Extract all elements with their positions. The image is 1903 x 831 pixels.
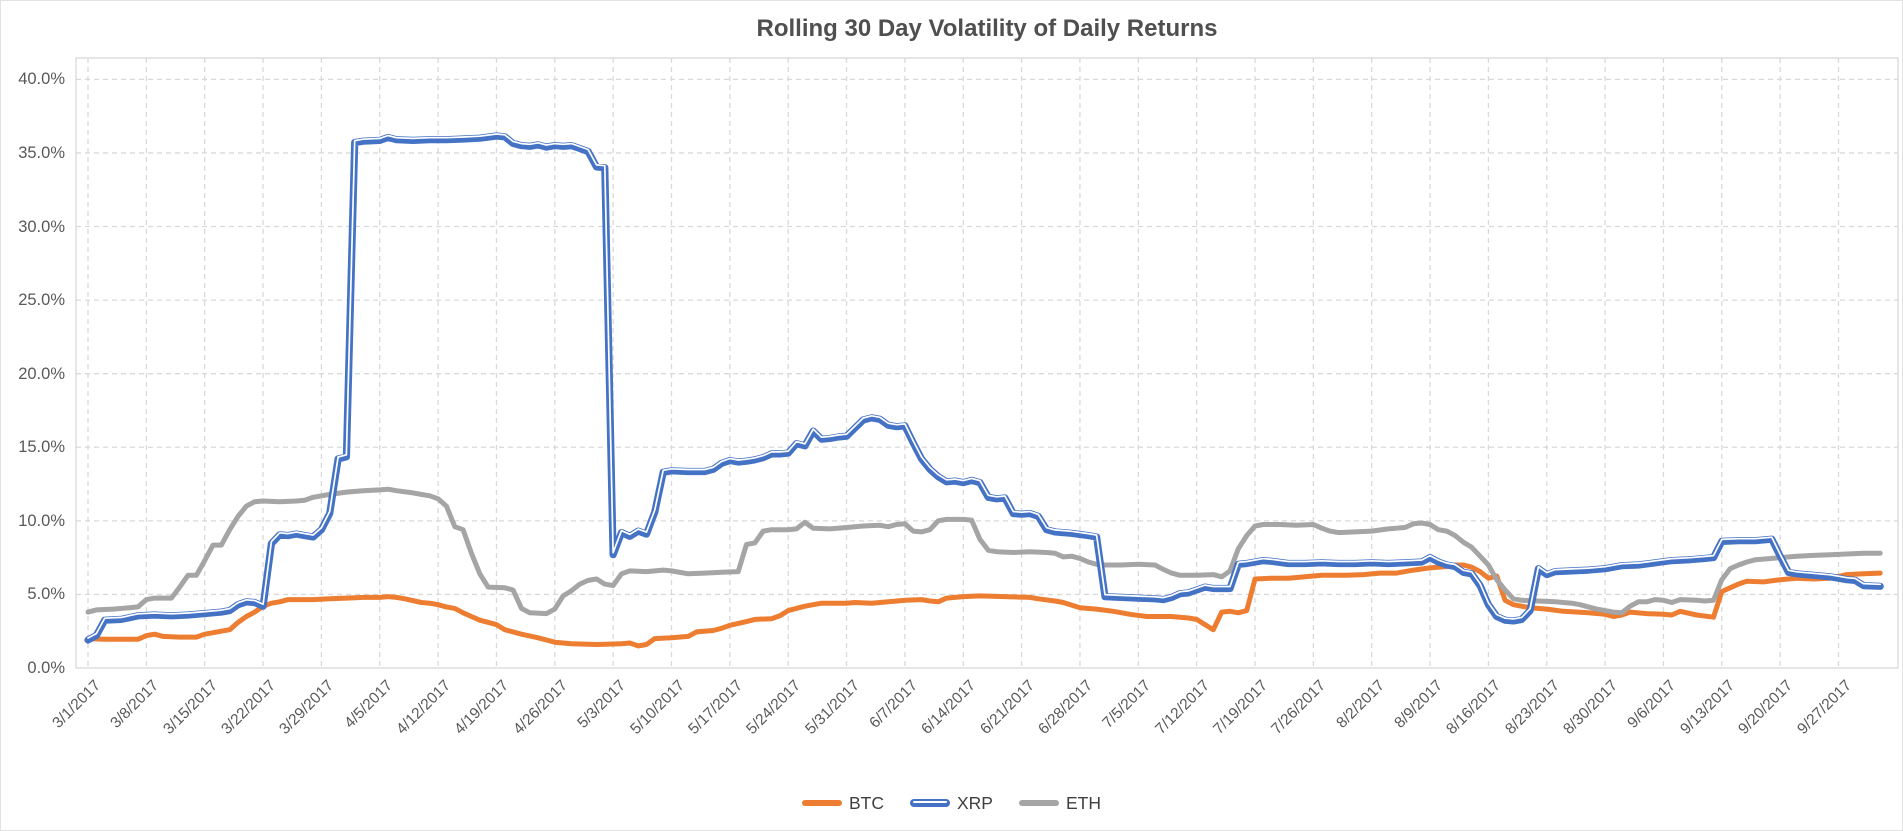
series-line-eth <box>85 486 1883 617</box>
series-path-eth <box>85 486 1883 617</box>
legend-swatch-eth-icon <box>1018 800 1059 806</box>
chart-legend: BTC XRP ETH <box>1 787 1902 819</box>
y-axis-label: 30.0% <box>18 217 65 236</box>
y-axis-label: 40.0% <box>18 70 65 89</box>
legend-swatch-xrp-icon <box>910 799 950 807</box>
legend-item-btc: BTC <box>802 793 884 814</box>
legend-swatch-stripe <box>913 800 947 803</box>
legend-label-btc: BTC <box>849 792 884 813</box>
y-axis-label: 20.0% <box>18 364 65 383</box>
series-path-xrp <box>84 132 1884 644</box>
y-axis-label: 5.0% <box>27 585 65 604</box>
legend-item-eth: ETH <box>1018 792 1101 814</box>
y-axis-label: 15.0% <box>18 438 65 457</box>
legend-item-xrp: XRP <box>910 793 993 814</box>
y-axis-label: 25.0% <box>18 291 65 310</box>
y-axis-label: 0.0% <box>27 659 65 677</box>
series-line-xrp <box>84 132 1884 644</box>
series-highlight-xrp <box>87 133 1882 639</box>
y-axis-label: 10.0% <box>18 511 65 530</box>
legend-label-eth: ETH <box>1065 792 1101 813</box>
y-axis-label: 35.0% <box>18 143 65 162</box>
plot-border <box>75 57 1899 669</box>
chart-title: Rolling 30 Day Volatility of Daily Retur… <box>756 15 1218 42</box>
series-line-btc <box>85 562 1883 649</box>
legend-swatch-btc-icon <box>802 800 842 806</box>
legend-label-xrp: XRP <box>957 792 993 813</box>
series-path-btc <box>85 562 1883 649</box>
